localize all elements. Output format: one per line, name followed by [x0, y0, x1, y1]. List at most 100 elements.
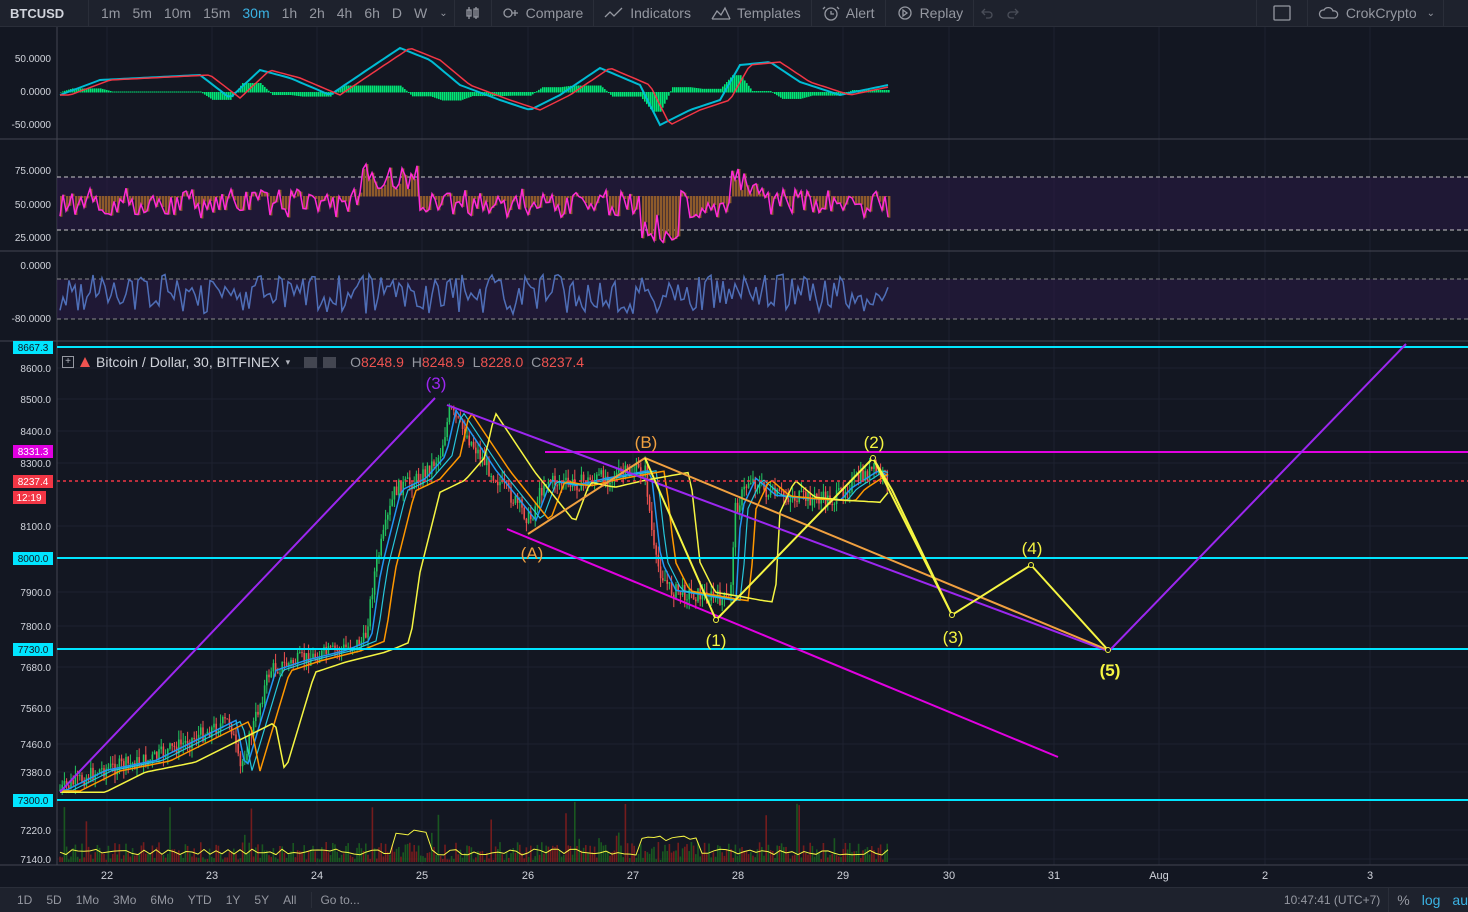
macd-hist-bar: [640, 92, 642, 97]
williams-pane: [57, 271, 1468, 320]
compare-button[interactable]: Compare: [492, 0, 594, 26]
volume-bar: [184, 844, 187, 862]
rsi-hist-bar: [888, 196, 891, 218]
replay-button[interactable]: Replay: [886, 0, 974, 26]
templates-button[interactable]: Templates: [701, 0, 811, 26]
candle-body: [780, 490, 783, 492]
range-1mo[interactable]: 1Mo: [75, 893, 100, 907]
chevron-down-icon[interactable]: ⌄: [439, 7, 448, 19]
range-3mo[interactable]: 3Mo: [113, 893, 137, 907]
macd-hist-bar: [636, 92, 638, 97]
range-all[interactable]: All: [283, 893, 297, 907]
volume-bar: [877, 847, 880, 862]
volume-bar: [567, 845, 569, 862]
timeframe-W[interactable]: W: [414, 5, 428, 21]
yellow-wave-leg[interactable]: [872, 457, 953, 616]
timeframe-2h[interactable]: 2h: [309, 5, 325, 21]
volume-bar: [114, 843, 116, 862]
chart-type-button[interactable]: [455, 0, 491, 26]
range-5d[interactable]: 5D: [46, 893, 62, 907]
macd-hist-bar: [440, 92, 442, 100]
macd-hist-bar: [242, 83, 244, 93]
account-menu[interactable]: CrokCrypto ⌄: [1308, 0, 1443, 26]
compare-icon: [503, 8, 518, 18]
range-1y[interactable]: 1Y: [225, 893, 241, 907]
volume-bar: [105, 859, 107, 862]
cloud-icon: [1318, 6, 1339, 19]
symbol-search[interactable]: BTCUSD: [10, 5, 65, 21]
yellow-wave-projection[interactable]: [644, 456, 1109, 651]
settings-icon[interactable]: [323, 356, 337, 368]
volume-bar: [666, 850, 668, 862]
volume-bar: [217, 845, 220, 862]
macd-hist-bar: [822, 92, 824, 96]
volume-ma: [59, 829, 889, 856]
timeframe-D[interactable]: D: [391, 5, 403, 21]
wave-point[interactable]: [949, 612, 955, 618]
timeframe-1m[interactable]: 1m: [101, 5, 121, 21]
series-title[interactable]: Bitcoin / Dollar, 30, BITFINEX: [96, 354, 280, 370]
timeframe-15m[interactable]: 15m: [203, 5, 231, 21]
purple-channel-upper[interactable]: [446, 404, 1106, 651]
range-ytd[interactable]: YTD: [187, 893, 212, 907]
chart-canvas[interactable]: (3) (B) (2) (A) (1) (4) (3) (5) 8600.0 85…: [0, 27, 1468, 887]
rsi-hist-bar: [294, 196, 297, 198]
volume-bar: [640, 844, 642, 862]
timeframe-4h[interactable]: 4h: [336, 5, 353, 21]
alert-button[interactable]: Alert: [812, 0, 885, 26]
chevron-down-icon[interactable]: ▾: [285, 356, 291, 367]
indicators-button[interactable]: Indicators: [594, 0, 701, 26]
time-axis[interactable]: 22 23 24 25 26 27 28 29 30 31 Aug 2 3: [101, 870, 1373, 882]
timeframe-30m[interactable]: 30m: [242, 5, 270, 21]
percent-toggle[interactable]: %: [1397, 892, 1410, 908]
rsi-hist-bar: [228, 196, 231, 199]
volume-bar: [849, 843, 851, 862]
goto-button[interactable]: Go to...: [320, 893, 360, 907]
timeframe-5m[interactable]: 5m: [132, 5, 152, 21]
volume-bar: [490, 819, 492, 862]
wave-point[interactable]: [870, 455, 876, 461]
redo-button[interactable]: [1000, 0, 1026, 26]
purple-projection-up[interactable]: [1109, 343, 1407, 651]
macd-hist-bar: [754, 91, 756, 93]
auto-toggle[interactable]: au: [1452, 892, 1468, 908]
volume-bar: [576, 846, 578, 862]
candle-body: [791, 496, 794, 500]
candle-body: [593, 479, 596, 485]
candle-body: [675, 584, 677, 599]
rsi-hist-bar: [159, 196, 162, 200]
range-1d[interactable]: 1D: [17, 893, 33, 907]
candle-body: [776, 489, 778, 496]
timeframe-6h[interactable]: 6h: [364, 5, 380, 21]
timeframe-10m[interactable]: 10m: [163, 5, 192, 21]
rsi-hist-bar: [204, 196, 207, 202]
volume-bar: [767, 844, 770, 862]
purple-impulse-up[interactable]: [59, 397, 436, 793]
candle-body: [70, 780, 72, 789]
fullscreen-button[interactable]: [1257, 0, 1307, 26]
macd-hist-bar: [306, 92, 308, 97]
macd-hist-bar: [784, 92, 786, 99]
macd-hist-bar: [736, 75, 738, 93]
rsi-hist-bar: [303, 196, 306, 209]
volume-bar: [596, 857, 598, 862]
macd-hist-bar: [722, 86, 724, 93]
range-6mo[interactable]: 6Mo: [150, 893, 174, 907]
timeframe-1h[interactable]: 1h: [281, 5, 298, 21]
volume-bar: [646, 852, 649, 862]
rsi-hist-bar: [81, 196, 84, 199]
eye-icon[interactable]: [304, 356, 318, 368]
wave-point[interactable]: [1028, 562, 1034, 568]
undo-button[interactable]: [974, 0, 1000, 26]
wave-point[interactable]: [713, 617, 719, 623]
candle-body: [475, 447, 477, 454]
macd-hist-bar: [396, 85, 398, 93]
expand-icon[interactable]: +: [62, 356, 74, 368]
candle-body: [657, 554, 660, 567]
wave-point[interactable]: [1105, 647, 1111, 653]
range-5y[interactable]: 5Y: [254, 893, 270, 907]
price-axis[interactable]: 8600.0 8500.0 8400.0 8300.0 8100.0 7900.0 7800…: [20, 364, 51, 866]
candle-body: [123, 761, 125, 770]
log-toggle[interactable]: log: [1421, 892, 1441, 908]
magenta-channel-lower[interactable]: [506, 528, 1059, 758]
